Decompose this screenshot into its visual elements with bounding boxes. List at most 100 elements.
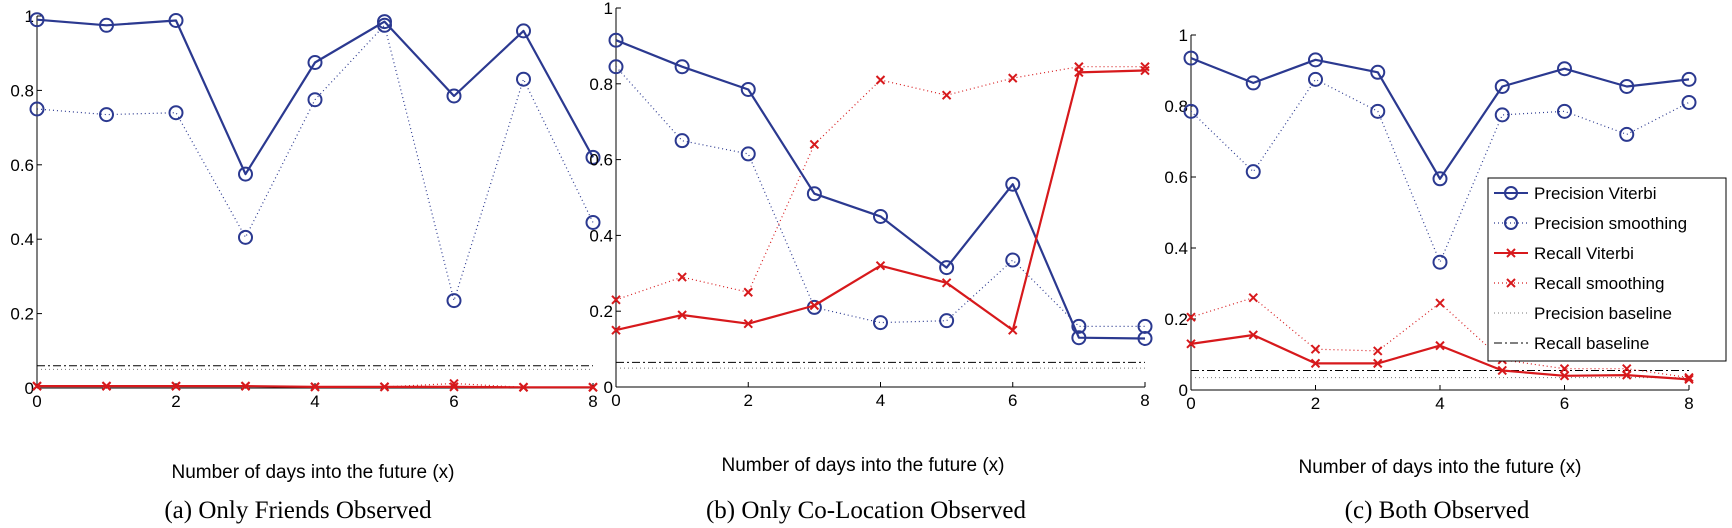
legend-marker-circle <box>1504 216 1518 230</box>
data-point-recall-smoothing <box>1559 363 1570 374</box>
series-line-precision-smoothing <box>615 66 1145 327</box>
data-point-recall-viterbi <box>1497 365 1507 376</box>
data-point-recall-viterbi <box>1435 340 1445 351</box>
x-tick-label: 4 <box>310 392 319 411</box>
y-tick-label: 0.8 <box>589 75 613 94</box>
series-line-recall-smoothing <box>1190 297 1690 379</box>
data-point-precision-viterbi <box>446 88 462 104</box>
y-tick-label: 0 <box>25 379 34 398</box>
data-point-precision-viterbi <box>99 17 114 33</box>
panel-caption: (b) Only Co-Location Observed <box>706 497 1027 524</box>
data-point-recall-viterbi <box>1186 339 1196 349</box>
data-point-precision-viterbi <box>1071 330 1087 346</box>
data-point-precision-smoothing <box>1432 254 1448 270</box>
data-point-recall-smoothing <box>1435 298 1445 308</box>
data-point-precision-smoothing <box>1071 318 1087 334</box>
x-tick-label: 0 <box>611 391 620 410</box>
y-tick-label: 0.6 <box>589 151 613 170</box>
data-point-recall-viterbi <box>1622 370 1632 380</box>
data-point-precision-smoothing <box>1681 94 1697 110</box>
data-point-precision-smoothing <box>740 146 756 162</box>
legend-label: Precision baseline <box>1534 304 1672 323</box>
data-point-precision-viterbi <box>939 260 955 276</box>
data-point-recall-smoothing <box>1186 312 1196 322</box>
data-point-precision-smoothing <box>1557 103 1572 119</box>
data-point-recall-smoothing <box>677 272 687 282</box>
data-point-precision-smoothing <box>1005 252 1021 268</box>
panel-c: Number of days into the future (x) (c) B… <box>1164 26 1697 524</box>
data-point-recall-viterbi <box>379 382 390 392</box>
legend-label: Recall smoothing <box>1534 274 1664 293</box>
legend-marker-circle <box>1504 186 1518 200</box>
y-tick-label: 0.6 <box>1164 168 1188 187</box>
panel-caption: (a) Only Friends Observed <box>164 497 432 524</box>
data-point-recall-viterbi <box>101 381 112 391</box>
data-point-precision-viterbi <box>806 186 822 202</box>
y-tick-label: 1 <box>604 0 613 18</box>
legend-marker-cross <box>1506 248 1516 258</box>
x-tick-label: 2 <box>171 392 180 411</box>
data-point-precision-smoothing <box>1308 71 1323 87</box>
data-point-precision-viterbi <box>1245 75 1261 91</box>
data-point-precision-smoothing <box>99 107 114 123</box>
data-point-recall-smoothing <box>875 75 886 85</box>
data-point-recall-viterbi <box>1684 374 1694 385</box>
data-point-recall-viterbi <box>809 300 820 311</box>
data-point-precision-smoothing <box>674 133 690 149</box>
data-point-recall-smoothing <box>1140 62 1150 72</box>
data-point-recall-smoothing <box>1373 346 1383 356</box>
data-point-recall-viterbi <box>32 381 42 391</box>
y-tick-label: 0.4 <box>10 230 34 249</box>
data-point-recall-viterbi <box>677 310 687 320</box>
x-axis-label: Number of days into the future (x) <box>721 455 1004 476</box>
x-tick-label: 2 <box>744 391 753 410</box>
data-point-precision-smoothing <box>516 71 531 87</box>
data-point-recall-viterbi <box>1559 371 1570 381</box>
data-point-recall-viterbi <box>1140 65 1150 76</box>
series-line-recall-viterbi <box>615 69 1146 332</box>
legend-entry: Recall smoothing <box>1494 274 1664 293</box>
data-point-recall-smoothing <box>1310 344 1321 354</box>
legend-entry: Recall baseline <box>1494 334 1649 353</box>
data-point-precision-smoothing <box>29 101 45 117</box>
data-point-precision-smoothing <box>1183 103 1199 119</box>
data-point-recall-viterbi <box>171 381 181 391</box>
y-tick-label: 0.6 <box>10 156 34 175</box>
data-point-precision-viterbi <box>1681 71 1697 87</box>
data-point-precision-smoothing <box>939 313 955 329</box>
data-point-precision-viterbi <box>585 149 601 165</box>
y-tick-label: 1 <box>1179 26 1188 45</box>
data-point-recall-viterbi <box>1310 358 1321 369</box>
data-point-recall-smoothing <box>743 287 753 297</box>
data-point-recall-viterbi <box>518 382 529 392</box>
data-point-recall-viterbi <box>1008 325 1018 335</box>
data-point-precision-viterbi <box>1557 61 1572 77</box>
data-point-recall-viterbi <box>1248 330 1258 340</box>
data-point-precision-smoothing <box>238 229 253 245</box>
legend-label: Recall Viterbi <box>1534 244 1634 263</box>
x-tick-label: 6 <box>1560 394 1569 413</box>
data-point-precision-smoothing <box>585 214 601 230</box>
x-tick-label: 4 <box>876 391 885 410</box>
data-point-precision-viterbi <box>307 55 323 70</box>
legend-entry: Recall Viterbi <box>1494 244 1634 263</box>
panel-a: Number of days into the future (x) (a) O… <box>10 7 601 524</box>
series-line-precision-viterbi <box>1190 57 1690 180</box>
x-tick-label: 6 <box>449 392 458 411</box>
data-point-precision-viterbi <box>740 81 756 97</box>
legend-marker-cross <box>1506 278 1516 288</box>
y-tick-label: 1 <box>25 7 34 26</box>
x-tick-label: 8 <box>588 392 597 411</box>
y-tick-label: 0 <box>604 378 613 397</box>
plot-area: 0 0.2 0.4 0.6 0.8 1 0 2 4 6 8 <box>1164 26 1697 413</box>
x-tick-label: 4 <box>1435 394 1444 413</box>
data-point-precision-smoothing <box>1245 164 1261 180</box>
data-point-precision-viterbi <box>1137 330 1153 346</box>
legend-entry: Precision smoothing <box>1494 214 1687 233</box>
series-line-precision-viterbi <box>615 39 1146 340</box>
data-point-recall-viterbi <box>743 318 753 329</box>
plot-area: 0 0.2 0.4 0.6 0.8 1 0 2 4 6 8 <box>10 7 601 411</box>
data-point-precision-viterbi <box>873 208 888 224</box>
data-point-precision-viterbi <box>674 59 690 75</box>
